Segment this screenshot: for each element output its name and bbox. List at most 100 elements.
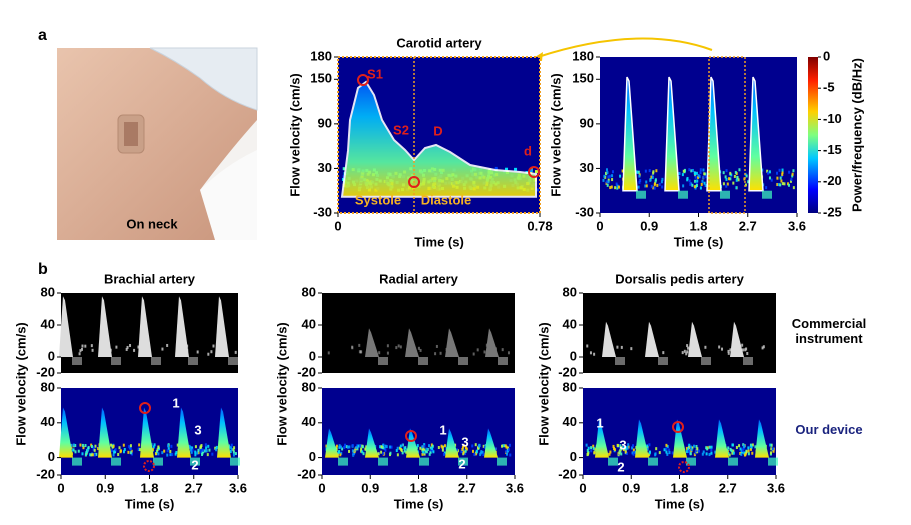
spectrogram-peak <box>445 328 459 357</box>
spectrogram-texture <box>790 178 793 182</box>
spectrogram-texture <box>639 178 642 182</box>
spectrogram-texture <box>779 176 782 180</box>
spectrogram-texture <box>92 448 95 452</box>
spectrogram-texture <box>745 174 748 178</box>
spectrogram-texture <box>724 175 727 179</box>
spectrogram-negative <box>608 457 618 466</box>
marker-circle <box>139 402 151 414</box>
y-tick-label: 90 <box>580 115 594 130</box>
y-axis-label: Flow velocity (cm/s) <box>287 73 302 197</box>
spectrogram-texture <box>632 448 635 452</box>
spectrogram-texture <box>635 170 638 174</box>
spectrogram-texture <box>356 447 359 451</box>
spectrogram-texture <box>695 449 698 453</box>
spectrogram-texture <box>494 447 497 451</box>
spectrogram-texture <box>212 344 215 348</box>
spectrogram-negative <box>762 190 772 199</box>
spectrogram-texture <box>650 184 653 188</box>
spectrogram-texture <box>737 178 740 182</box>
spectrogram-texture <box>166 449 169 453</box>
spectrogram-texture <box>610 185 613 189</box>
spectrogram-texture <box>746 352 749 356</box>
spectrogram-texture <box>616 345 619 349</box>
spectrogram-texture <box>126 345 129 349</box>
spectrogram-texture <box>161 347 164 351</box>
spectrogram-texture <box>651 173 654 177</box>
spectrogram-texture <box>781 168 784 172</box>
spectrogram-texture <box>725 184 728 188</box>
spectrogram-texture <box>646 447 649 451</box>
spectrogram-negative <box>418 357 428 365</box>
spectrogram-texture <box>708 453 711 457</box>
spectrogram-texture <box>624 450 627 454</box>
marker-circle <box>405 430 417 442</box>
spectrogram-texture <box>776 171 779 175</box>
photo-caption: On neck <box>126 216 178 231</box>
spectrogram-texture <box>726 182 729 186</box>
spectrogram-texture <box>190 448 193 452</box>
spectrogram-texture <box>429 446 432 450</box>
y-tick-label: 0 <box>570 348 577 363</box>
spectrogram-texture <box>652 186 655 190</box>
spectrogram-texture <box>421 452 424 456</box>
spectrogram-texture <box>430 443 433 447</box>
spectrogram-negative <box>111 457 121 466</box>
spectrogram-texture <box>704 345 707 349</box>
spectrogram-texture <box>789 179 792 183</box>
spectrogram-texture <box>697 174 700 178</box>
spectrogram-peak <box>484 428 498 458</box>
spectrogram-texture <box>592 446 595 450</box>
spectrogram-texture <box>722 182 725 186</box>
spectrogram-peak <box>175 296 189 357</box>
spectrogram-negative <box>636 190 646 199</box>
spectrogram-peak <box>59 296 73 357</box>
spectrogram-texture <box>139 448 142 452</box>
spectrogram-texture <box>361 450 364 454</box>
colorbar-label: Power/frequency (dB/Hz) <box>849 58 864 212</box>
x-tick-label: 1.8 <box>670 480 688 495</box>
spectrogram-texture <box>171 453 174 457</box>
spectrogram-texture <box>710 448 713 452</box>
spectrogram-texture <box>464 451 467 455</box>
spectrogram-negative <box>686 457 696 466</box>
spectrogram-texture <box>706 447 709 451</box>
spectrogram-texture <box>341 447 344 451</box>
spectrogram-texture <box>342 167 346 171</box>
spectrogram-texture <box>113 450 116 454</box>
spectrogram-texture <box>232 450 235 454</box>
spectrogram-texture <box>390 445 393 449</box>
spectrogram-negative <box>458 357 468 365</box>
spectrogram-texture <box>605 181 608 185</box>
spectrogram-texture <box>431 444 434 448</box>
spectrogram-negative <box>378 457 388 466</box>
spectrogram-texture <box>174 452 177 456</box>
spectrogram-texture <box>686 350 689 354</box>
spectrogram-texture <box>649 178 652 182</box>
spectrogram-negative <box>419 457 429 466</box>
spectrogram-texture <box>478 443 481 447</box>
colorbar-tick-label: -5 <box>823 80 835 95</box>
spectrogram-texture <box>747 452 750 456</box>
spectrogram-texture <box>325 444 328 448</box>
spectrogram-texture <box>778 168 781 172</box>
spectrogram-texture <box>638 174 641 178</box>
spectrogram-peak <box>177 407 191 458</box>
spectrogram-texture <box>650 175 653 179</box>
y-tick-label: 0 <box>48 348 55 363</box>
colorbar-tick-label: -25 <box>823 204 842 219</box>
spectrogram-texture <box>661 185 664 189</box>
spectrogram-texture <box>699 168 702 172</box>
spectrogram-texture <box>389 451 392 455</box>
spectrogram-texture <box>506 452 509 456</box>
spectrogram-peak <box>622 76 638 192</box>
spectrogram-texture <box>166 343 169 347</box>
spectrogram-texture <box>348 445 351 449</box>
spectrogram-texture <box>429 450 432 454</box>
spectrogram-negative <box>701 357 711 365</box>
spectrogram-texture <box>74 450 77 454</box>
spectrogram-texture <box>617 185 620 189</box>
spectrogram-texture <box>421 448 424 452</box>
spectrogram-negative <box>190 457 200 466</box>
spectrogram-texture <box>432 450 435 454</box>
spectrogram-texture <box>215 445 218 449</box>
